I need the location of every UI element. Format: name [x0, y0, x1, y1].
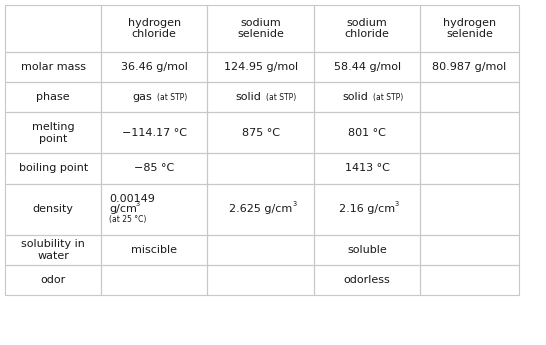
- Bar: [420, 82, 519, 112]
- Text: −85 °C: −85 °C: [134, 164, 174, 173]
- Text: −114.17 °C: −114.17 °C: [122, 128, 187, 138]
- Text: g/cm: g/cm: [109, 204, 137, 214]
- Text: (at STP): (at STP): [157, 93, 187, 102]
- Bar: [420, 52, 519, 82]
- Text: miscible: miscible: [131, 245, 177, 255]
- Text: density: density: [33, 204, 74, 214]
- Text: (at 25 °C): (at 25 °C): [109, 215, 146, 224]
- Bar: [101, 112, 207, 153]
- Text: (at STP): (at STP): [372, 93, 403, 102]
- Bar: [5, 265, 101, 295]
- Text: 3: 3: [135, 201, 140, 207]
- Bar: [5, 82, 101, 112]
- Text: 80.987 g/mol: 80.987 g/mol: [432, 62, 507, 72]
- Bar: [101, 82, 207, 112]
- Bar: [207, 153, 314, 184]
- Text: sodium
selenide: sodium selenide: [238, 18, 284, 39]
- Text: 124.95 g/mol: 124.95 g/mol: [224, 62, 298, 72]
- Text: soluble: soluble: [347, 245, 387, 255]
- Bar: [101, 52, 207, 82]
- Text: 36.46 g/mol: 36.46 g/mol: [121, 62, 188, 72]
- Bar: [5, 112, 101, 153]
- Bar: [420, 5, 519, 52]
- Bar: [420, 265, 519, 295]
- Bar: [207, 235, 314, 265]
- Text: hydrogen
chloride: hydrogen chloride: [128, 18, 181, 39]
- Text: melting
point: melting point: [32, 122, 75, 144]
- Bar: [101, 184, 207, 235]
- Text: boiling point: boiling point: [19, 164, 88, 173]
- Bar: [314, 184, 420, 235]
- Bar: [420, 153, 519, 184]
- Bar: [314, 112, 420, 153]
- Bar: [101, 5, 207, 52]
- Bar: [207, 112, 314, 153]
- Text: 1413 °C: 1413 °C: [345, 164, 390, 173]
- Text: (at STP): (at STP): [266, 93, 296, 102]
- Bar: [314, 235, 420, 265]
- Bar: [314, 52, 420, 82]
- Text: solid: solid: [236, 92, 262, 102]
- Bar: [207, 82, 314, 112]
- Text: phase: phase: [37, 92, 70, 102]
- Bar: [420, 184, 519, 235]
- Text: gas: gas: [132, 92, 152, 102]
- Text: 3: 3: [293, 201, 296, 207]
- Bar: [314, 5, 420, 52]
- Bar: [101, 153, 207, 184]
- Bar: [5, 52, 101, 82]
- Bar: [314, 153, 420, 184]
- Bar: [420, 235, 519, 265]
- Bar: [420, 112, 519, 153]
- Bar: [207, 184, 314, 235]
- Bar: [5, 235, 101, 265]
- Text: 875 °C: 875 °C: [242, 128, 280, 138]
- Text: 58.44 g/mol: 58.44 g/mol: [334, 62, 401, 72]
- Text: hydrogen
selenide: hydrogen selenide: [443, 18, 496, 39]
- Bar: [101, 265, 207, 295]
- Text: 801 °C: 801 °C: [348, 128, 386, 138]
- Bar: [5, 5, 101, 52]
- Bar: [5, 184, 101, 235]
- Text: solid: solid: [342, 92, 368, 102]
- Bar: [207, 265, 314, 295]
- Bar: [101, 235, 207, 265]
- Text: odor: odor: [40, 275, 66, 285]
- Text: 2.16 g/cm: 2.16 g/cm: [339, 204, 395, 214]
- Bar: [314, 265, 420, 295]
- Text: molar mass: molar mass: [21, 62, 86, 72]
- Bar: [314, 82, 420, 112]
- Text: 2.625 g/cm: 2.625 g/cm: [229, 204, 292, 214]
- Text: 0.00149: 0.00149: [109, 194, 155, 204]
- Bar: [5, 153, 101, 184]
- Bar: [207, 5, 314, 52]
- Text: 3: 3: [394, 201, 399, 207]
- Bar: [207, 52, 314, 82]
- Text: sodium
chloride: sodium chloride: [345, 18, 390, 39]
- Text: solubility in
water: solubility in water: [21, 239, 85, 260]
- Text: odorless: odorless: [344, 275, 390, 285]
